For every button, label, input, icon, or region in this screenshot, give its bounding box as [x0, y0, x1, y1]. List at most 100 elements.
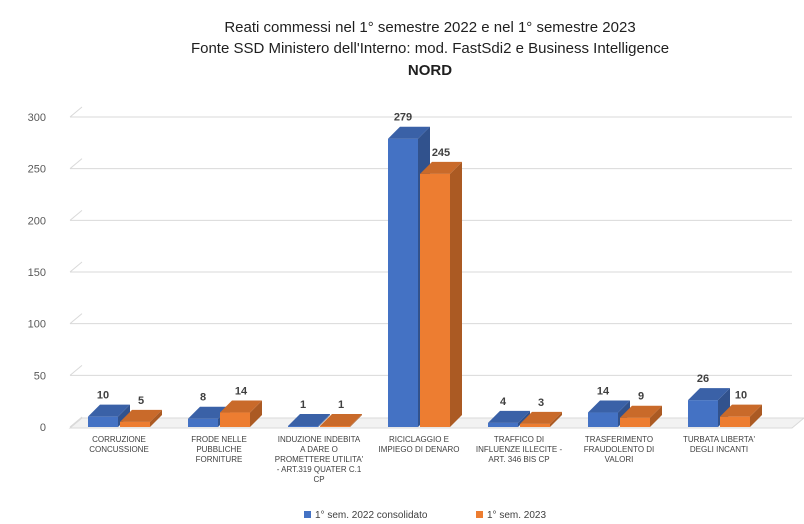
bar-top [320, 413, 362, 426]
category-label-line: ART. 346 BIS CP [488, 455, 549, 464]
bar-front [320, 425, 350, 427]
y-tick-label: 100 [28, 319, 46, 331]
y-tick-label: 150 [28, 267, 46, 279]
category-label: INDUZIONE INDEBITA A DARE O PROMETTERE UTI… [275, 435, 364, 484]
bar-2023 [220, 400, 262, 427]
bar-top [388, 126, 430, 139]
data-label: 14 [235, 386, 248, 398]
category-label: RICICLAGGIO E IMPIEGO DI DENARO [379, 435, 460, 454]
bar-side [550, 411, 562, 427]
bar-2023 [420, 161, 462, 428]
bar-top [120, 409, 162, 422]
bar-top [520, 411, 562, 424]
bar-front [388, 138, 418, 427]
category-label: TURBATA LIBERTA' DEGLI INCANTI [683, 435, 756, 454]
y-tick-label: 50 [34, 370, 46, 382]
category-label-line: CONCUSSIONE [89, 445, 149, 454]
bar-2023 [720, 404, 762, 427]
bar-side [750, 404, 762, 427]
bar-top [720, 404, 762, 417]
chart-title-line: NORD [408, 62, 452, 79]
data-label: 245 [432, 147, 450, 159]
bar-side [450, 161, 462, 428]
category-label-line: CORRUZIONE [92, 435, 146, 444]
legend-label: 1° sem. 2023 [487, 510, 546, 521]
y-tick-label: 200 [28, 215, 46, 227]
category-label-line: FRODE NELLE [191, 435, 247, 444]
bar-side [350, 413, 362, 427]
gridline-depth [69, 416, 83, 428]
category-label: TRAFFICO DI INFLUENZE ILLECITE -ART. 346 … [476, 435, 563, 464]
category-label-line: IMPIEGO DI DENARO [379, 445, 460, 454]
data-label: 26 [697, 373, 709, 385]
gridline-depth [69, 261, 83, 273]
data-label: 9 [638, 391, 644, 403]
gridline-depth [69, 313, 83, 325]
data-label: 4 [500, 396, 507, 408]
bar-front [220, 412, 250, 427]
category-label-line: TURBATA LIBERTA' [683, 435, 756, 444]
bar-front [488, 422, 518, 427]
data-label: 279 [394, 112, 412, 124]
gridline-depth [69, 106, 83, 118]
category-label-line: PROMETTERE UTILITA' [275, 455, 364, 464]
data-label: 1 [338, 399, 344, 411]
bar-front [188, 418, 218, 427]
bar-side [650, 405, 662, 427]
gridline-depth [69, 364, 83, 376]
bar-top [588, 400, 630, 413]
bar-front [120, 421, 150, 427]
bar-front [720, 416, 750, 427]
bar-top [420, 161, 462, 174]
category-label-line: PUBBLICHE [196, 445, 241, 454]
category-label-line: FORNITURE [196, 455, 243, 464]
bar-front [620, 417, 650, 427]
bar-front [588, 412, 618, 427]
bar-2022 [288, 413, 330, 427]
category-label: TRASFERIMENTO FRAUDOLENTO DI VALORI [584, 435, 655, 464]
legend-swatch [304, 511, 311, 518]
bar-front [520, 423, 550, 427]
data-label: 5 [138, 395, 144, 407]
y-tick-label: 300 [28, 112, 46, 124]
category-label: CORRUZIONE CONCUSSIONE [89, 435, 149, 454]
data-label: 3 [538, 397, 544, 409]
bar-top [88, 404, 130, 417]
bar-top [288, 413, 330, 426]
bar-front [88, 416, 118, 427]
category-label-line: DEGLI INCANTI [690, 445, 748, 454]
category-label-line: CP [313, 475, 324, 484]
bar-front [688, 400, 718, 427]
category-label-line: INFLUENZE ILLECITE - [476, 445, 563, 454]
bar-front [288, 425, 318, 427]
bar-side [150, 409, 162, 427]
bar-side [250, 400, 262, 427]
data-label: 14 [597, 386, 610, 398]
y-tick-label: 0 [40, 422, 46, 434]
bar-2022 [588, 400, 630, 427]
bar-front [420, 173, 450, 427]
category-label: FRODE NELLE PUBBLICHE FORNITURE [191, 435, 247, 464]
category-label-line: RICICLAGGIO E [389, 435, 449, 444]
category-label-line: - ART.319 QUATER C.1 [277, 465, 362, 474]
bar-2023 [520, 411, 562, 427]
category-label-line: INDUZIONE INDEBITA [278, 435, 361, 444]
y-tick-label: 250 [28, 164, 46, 176]
category-label-line: TRASFERIMENTO [585, 435, 653, 444]
category-label-line: A DARE O [300, 445, 338, 454]
bar-2023 [620, 405, 662, 427]
data-label: 10 [735, 390, 747, 402]
category-label-line: VALORI [605, 455, 634, 464]
data-label: 1 [300, 399, 306, 411]
chart-title-line: Reati commessi nel 1° semestre 2022 e ne… [224, 19, 635, 36]
category-label-line: FRAUDOLENTO DI [584, 445, 655, 454]
data-label: 10 [97, 390, 109, 402]
data-label: 8 [200, 392, 206, 404]
bar-top [220, 400, 262, 413]
bar-top [188, 406, 230, 419]
bar-2023 [320, 413, 362, 427]
legend-label: 1° sem. 2022 consolidato [315, 510, 428, 521]
bar-top [620, 405, 662, 418]
